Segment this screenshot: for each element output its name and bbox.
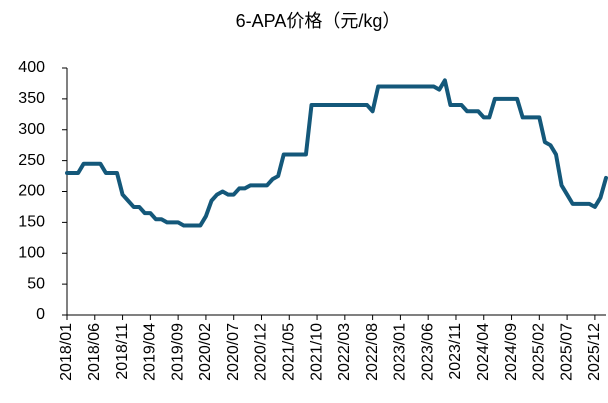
x-tick-label: 2018/11 xyxy=(114,323,131,380)
x-tick-label: 2025/07 xyxy=(558,323,575,381)
y-tick-label: 50 xyxy=(27,275,45,292)
x-tick-label: 2020/02 xyxy=(197,323,214,381)
line-series xyxy=(65,78,608,228)
x-tick-label: 2025/12 xyxy=(586,323,603,381)
x-tick-label: 2025/02 xyxy=(531,323,548,381)
x-tick-label: 2019/09 xyxy=(169,323,186,381)
x-tick-label: 2018/01 xyxy=(58,323,75,381)
y-tick-label: 350 xyxy=(18,90,45,107)
x-tick-label: 2024/04 xyxy=(475,323,492,381)
y-tick-label: 400 xyxy=(18,59,45,76)
x-tick-label: 2020/12 xyxy=(253,323,270,381)
y-tick-label: 0 xyxy=(36,306,45,323)
x-tick-label: 2021/05 xyxy=(280,323,297,381)
x-tick-label: 2018/06 xyxy=(86,323,103,381)
y-tick-label: 250 xyxy=(18,152,45,169)
x-tick-label: 2023/06 xyxy=(419,323,436,381)
x-tick-label: 2022/03 xyxy=(336,323,353,381)
chart-title: 6-APA价格（元/kg） xyxy=(236,11,401,31)
y-tick-label: 300 xyxy=(18,121,45,138)
x-tick-label: 2023/11 xyxy=(447,323,464,380)
y-tick-label: 100 xyxy=(18,244,45,261)
x-tick-label: 2021/10 xyxy=(308,323,325,381)
y-tick-label: 150 xyxy=(18,214,45,231)
x-tick-label: 2020/07 xyxy=(225,323,242,381)
x-tick-label: 2019/04 xyxy=(142,323,159,381)
x-tick-label: 2023/01 xyxy=(392,323,409,381)
y-tick-label: 200 xyxy=(18,183,45,200)
x-tick-label: 2022/08 xyxy=(364,323,381,381)
x-tick-label: 2024/09 xyxy=(503,323,520,381)
